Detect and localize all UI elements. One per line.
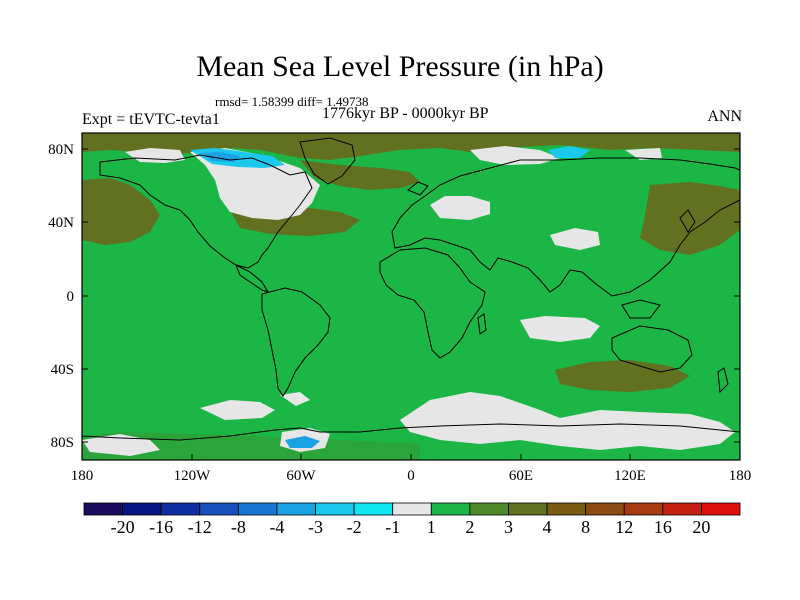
colorbar-swatch bbox=[276, 502, 316, 516]
map-panel bbox=[82, 133, 740, 460]
colorbar-label: 12 bbox=[615, 517, 633, 537]
map-title: Mean Sea Level Pressure (in hPa) bbox=[196, 50, 604, 83]
lon-label: 180 bbox=[729, 468, 752, 484]
experiment-label: Expt = tEVTC-tevta1 bbox=[82, 111, 220, 128]
colorbar-label: 1 bbox=[427, 517, 436, 537]
lat-label: 80N bbox=[48, 142, 74, 158]
colorbar-swatch bbox=[353, 502, 394, 516]
lat-label: 0 bbox=[67, 289, 75, 305]
colorbar-swatch bbox=[662, 502, 702, 516]
colorbar-label: -8 bbox=[231, 517, 246, 537]
lat-label: 80S bbox=[51, 435, 74, 451]
lon-label: 180 bbox=[71, 468, 94, 484]
colorbar-label: -2 bbox=[347, 517, 362, 537]
positive-anomaly-regions bbox=[82, 133, 740, 460]
colorbar-label: 2 bbox=[465, 517, 474, 537]
stats-label: rmsd= 1.58399 diff= 1.49738 bbox=[215, 94, 369, 109]
colorbar-swatch bbox=[546, 502, 587, 516]
lon-label: 120W bbox=[174, 468, 212, 484]
colorbar-label: 16 bbox=[654, 517, 672, 537]
lon-label: 120E bbox=[614, 468, 646, 484]
colorbar-swatch bbox=[469, 502, 509, 516]
colorbar-swatch bbox=[585, 502, 625, 516]
colorbar-swatch bbox=[623, 502, 664, 516]
colorbar-label: -4 bbox=[269, 517, 284, 537]
colorbar-swatch bbox=[430, 502, 471, 516]
colorbar-label: -20 bbox=[111, 517, 135, 537]
colorbar-swatch bbox=[199, 502, 239, 516]
colorbar-label: 4 bbox=[543, 517, 552, 537]
colorbar-label: -3 bbox=[308, 517, 323, 537]
period-label: 1776kyr BP - 0000kyr BP bbox=[322, 105, 489, 122]
colorbar-label: 3 bbox=[504, 517, 513, 537]
near-zero-regions bbox=[82, 146, 735, 456]
colorbar-swatch bbox=[160, 502, 201, 516]
colorbar-swatch bbox=[315, 502, 355, 516]
lat-label: 40N bbox=[48, 215, 74, 231]
colorbar-label: -16 bbox=[149, 517, 173, 537]
colorbar-label: 8 bbox=[581, 517, 590, 537]
lon-label: 0 bbox=[407, 468, 415, 484]
colorbar-swatch bbox=[83, 502, 123, 516]
colorbar-swatch bbox=[392, 502, 432, 516]
colorbar-swatch bbox=[122, 502, 162, 516]
lon-label: 60E bbox=[509, 468, 533, 484]
colorbar-label: 20 bbox=[692, 517, 710, 537]
colorbar: -20 -16 -12 -8 -4 -3 -2 -1 1 2 3 4 8 12 16 20 bbox=[83, 502, 741, 537]
colorbar-swatch bbox=[237, 502, 278, 516]
axis-ticks bbox=[81, 148, 741, 460]
colorbar-label: -12 bbox=[188, 517, 212, 537]
coastlines bbox=[82, 137, 740, 441]
colorbar-swatch bbox=[508, 502, 548, 516]
lon-label: 60W bbox=[286, 468, 316, 484]
season-label: ANN bbox=[707, 108, 742, 125]
colorbar-label: -1 bbox=[385, 517, 400, 537]
colorbar-swatch bbox=[701, 502, 741, 516]
lat-label: 40S bbox=[51, 362, 74, 378]
